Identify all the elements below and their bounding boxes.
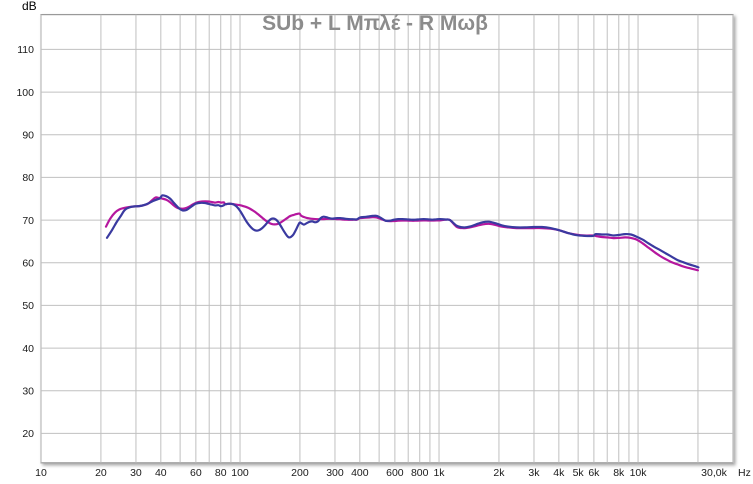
svg-text:20: 20: [95, 467, 107, 479]
svg-text:SUb + L Μπλέ - R Μωβ: SUb + L Μπλέ - R Μωβ: [262, 12, 488, 35]
svg-text:30: 30: [22, 386, 34, 398]
svg-text:3k: 3k: [528, 467, 540, 479]
svg-text:50: 50: [22, 300, 34, 312]
svg-text:10: 10: [35, 467, 47, 479]
svg-text:4k: 4k: [553, 467, 565, 479]
svg-text:30: 30: [130, 467, 142, 479]
svg-text:600: 600: [386, 467, 404, 479]
svg-text:800: 800: [411, 467, 429, 479]
svg-text:100: 100: [231, 467, 249, 479]
svg-text:8k: 8k: [613, 467, 625, 479]
svg-text:dB: dB: [22, 0, 37, 13]
svg-text:110: 110: [17, 44, 34, 56]
svg-text:400: 400: [351, 467, 369, 479]
svg-text:90: 90: [22, 130, 34, 142]
svg-text:100: 100: [16, 87, 34, 99]
svg-text:10k: 10k: [630, 467, 648, 479]
svg-text:30,0k: 30,0k: [701, 467, 727, 479]
svg-text:1k: 1k: [433, 467, 445, 479]
svg-text:200: 200: [291, 467, 309, 479]
svg-text:60: 60: [190, 467, 202, 479]
svg-text:70: 70: [22, 215, 34, 227]
svg-text:40: 40: [22, 343, 34, 355]
svg-text:60: 60: [22, 258, 34, 270]
svg-text:6k: 6k: [588, 467, 600, 479]
svg-text:300: 300: [326, 467, 344, 479]
svg-text:Hz: Hz: [738, 467, 751, 479]
svg-text:80: 80: [22, 172, 34, 184]
svg-text:80: 80: [215, 467, 227, 479]
svg-text:20: 20: [22, 428, 34, 440]
svg-text:2k: 2k: [493, 467, 505, 479]
svg-text:5k: 5k: [573, 467, 585, 479]
svg-text:40: 40: [155, 467, 167, 479]
